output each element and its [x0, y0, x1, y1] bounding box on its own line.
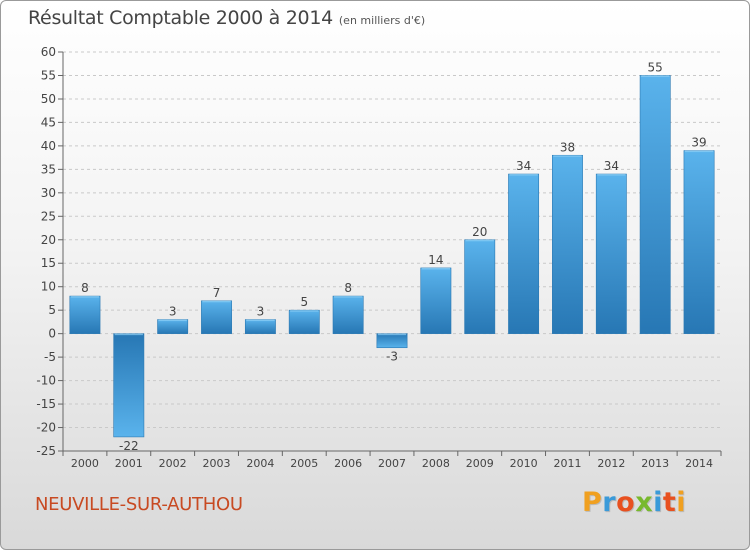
- y-tick-label: -25: [36, 444, 56, 458]
- bar-highlight: [114, 333, 143, 336]
- data-label: 34: [604, 159, 619, 173]
- data-labels: 8 -22 3 7 3 5 8 -3 14 20 34 38 34 55 39: [81, 60, 707, 452]
- x-tick-label: 2006: [334, 457, 362, 470]
- data-label: -3: [386, 350, 398, 364]
- bar-2010: [508, 173, 540, 334]
- y-tick-label: 10: [41, 280, 56, 294]
- y-tick-label: -10: [36, 374, 56, 388]
- data-label: 8: [344, 281, 352, 295]
- logo-letter: i: [653, 487, 663, 518]
- bar-highlight: [290, 310, 319, 312]
- y-tick-label: -15: [36, 397, 56, 411]
- bar-2007: [376, 333, 408, 349]
- bar-highlight: [202, 300, 231, 303]
- y-tick-label: 15: [41, 256, 56, 270]
- bar-highlight: [641, 75, 670, 77]
- data-label: 39: [691, 136, 706, 150]
- logo-letter: t: [662, 487, 677, 518]
- bar-2012: [595, 173, 627, 334]
- x-tick-label: 2000: [71, 457, 99, 470]
- x-tick-label: 2005: [290, 457, 318, 470]
- x-tick-label: 2012: [597, 457, 625, 470]
- bar-highlight: [421, 267, 451, 270]
- y-tick-label: 0: [48, 327, 56, 341]
- data-label: 3: [257, 305, 265, 319]
- x-tick-label: 2011: [553, 457, 581, 470]
- bar-2011: [552, 154, 583, 334]
- bar-2004: [244, 319, 276, 334]
- bar-2002: [157, 319, 189, 334]
- bar-2014: [683, 150, 715, 334]
- logo-letter: r: [602, 487, 617, 518]
- x-tick-label: 2002: [159, 457, 187, 470]
- chart-unit: (en milliers d'€): [338, 14, 426, 27]
- commune-name: NEUVILLE-SUR-AUTHOU: [35, 494, 243, 515]
- y-tick-label: 5: [48, 303, 56, 317]
- data-label: 8: [81, 281, 89, 295]
- bar-highlight: [597, 174, 626, 176]
- bar-highlight: [377, 333, 407, 336]
- y-tick-label: 55: [41, 68, 56, 82]
- y-tick-label: 60: [41, 45, 56, 59]
- logo-letter: i: [676, 487, 687, 518]
- x-tick-label: 2009: [466, 457, 494, 470]
- x-tick-label: 2010: [510, 457, 538, 470]
- bar-highlight: [246, 319, 275, 322]
- y-tick-label: -5: [44, 350, 56, 364]
- bars: [69, 75, 715, 438]
- bar-highlight: [465, 239, 494, 242]
- chart-title-text: Résultat Comptable 2000 à 2014: [28, 7, 333, 29]
- data-label: 14: [428, 253, 443, 267]
- data-label: 34: [516, 159, 531, 173]
- data-label: 38: [560, 140, 575, 154]
- x-tick-label: 2004: [246, 457, 274, 470]
- bar-2009: [464, 239, 496, 334]
- x-tick-label: 2008: [422, 457, 450, 470]
- bar-2008: [420, 267, 452, 334]
- bar-2013: [639, 75, 671, 334]
- bar-2001: [113, 333, 145, 438]
- proxiti-logo: Proxiti: [582, 487, 686, 518]
- logo-letter: x: [635, 487, 654, 518]
- data-label: 55: [648, 60, 663, 74]
- y-tick-label: 50: [41, 92, 56, 106]
- data-label: 20: [472, 225, 487, 239]
- bar-2003: [201, 300, 232, 334]
- bar-highlight: [509, 174, 538, 176]
- x-tick-label: 2001: [115, 457, 143, 470]
- bar-highlight: [70, 296, 100, 298]
- x-tick-label: 2013: [641, 457, 669, 470]
- bar-2000: [69, 295, 101, 334]
- y-tick-label: 45: [41, 115, 56, 129]
- bar-2005: [288, 309, 320, 334]
- bar-highlight: [553, 155, 582, 157]
- x-tick-label: 2003: [203, 457, 231, 470]
- y-tick-label: 20: [41, 233, 56, 247]
- y-tick-label: -20: [36, 421, 56, 435]
- y-tick-label: 35: [41, 162, 56, 176]
- y-tick-label: 25: [41, 209, 56, 223]
- data-label: -22: [119, 439, 139, 453]
- x-tick-label: 2007: [378, 457, 406, 470]
- x-axis-ticks: 2000 2001 2002 2003 2004 2005 2006 2007 2008 2009…: [62, 451, 722, 470]
- data-label: 5: [300, 295, 308, 309]
- data-label: 3: [169, 305, 177, 319]
- bar-highlight: [158, 319, 187, 322]
- y-tick-label: 30: [41, 186, 56, 200]
- chart-title: Résultat Comptable 2000 à 2014 (en millie…: [28, 7, 425, 29]
- logo-letter: o: [616, 487, 636, 518]
- x-tick-label: 2014: [685, 457, 713, 470]
- data-label: 7: [213, 286, 221, 300]
- logo-letter: P: [582, 487, 603, 518]
- y-tick-label: 40: [41, 139, 56, 153]
- bar-2006: [332, 295, 364, 334]
- bar-highlight: [684, 150, 714, 153]
- bar-highlight: [333, 296, 363, 298]
